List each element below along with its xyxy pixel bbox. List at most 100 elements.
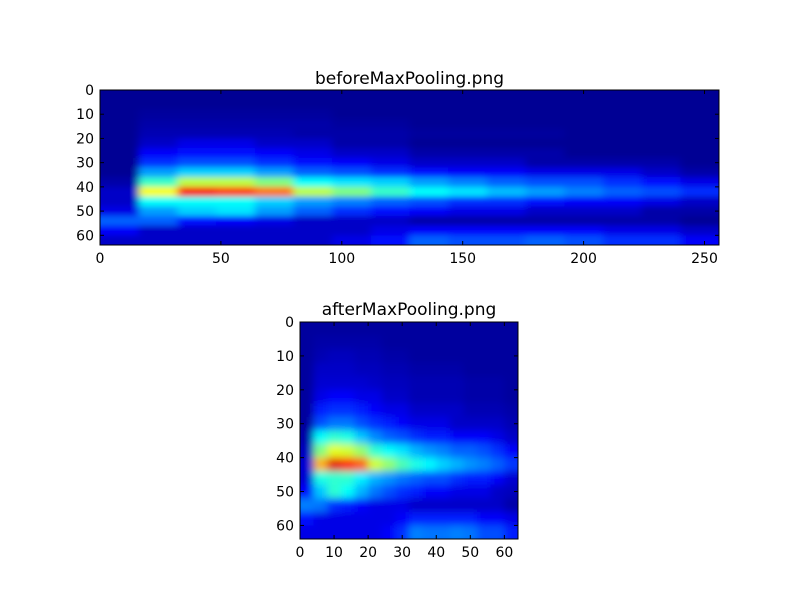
heatmap-cell-r8-c8	[409, 167, 449, 178]
heatmap-cell-r1-c14	[641, 99, 681, 110]
heatmap-cell-r8-c7	[370, 167, 410, 178]
heatmap-cell-r7-c13	[477, 416, 492, 431]
heatmap-cell-r0-c11	[449, 322, 464, 337]
heatmap-cell-r8-c6	[332, 167, 372, 178]
heatmap-cell-r1-c9	[422, 335, 437, 350]
heatmap-cell-r13-c15	[680, 215, 719, 227]
heatmap-cell-r15-c6	[381, 525, 396, 539]
heatmap-cell-r15-c0	[100, 235, 140, 245]
heatmap-cell-r14-c7	[370, 225, 410, 236]
heatmap-cell-r13-c10	[486, 215, 527, 227]
heatmap-cell-r5-c12	[564, 138, 604, 149]
heatmap-cell-r0-c6	[332, 90, 372, 101]
heatmap-cell-r8-c15	[504, 430, 518, 445]
heatmap-cell-r2-c0	[300, 349, 315, 364]
heatmap-cell-r11-c14	[641, 196, 681, 207]
heatmap-cell-r12-c14	[490, 484, 505, 499]
heatmap-cell-r0-c2	[327, 322, 342, 337]
heatmap-cell-r0-c2	[177, 90, 217, 101]
heatmap-cell-r12-c6	[332, 206, 372, 217]
heatmap-cell-r15-c15	[504, 525, 518, 539]
heatmap-cell-r4-c4	[254, 128, 294, 139]
heatmap-cell-r15-c10	[436, 525, 451, 539]
heatmap-cell-r7-c3	[216, 157, 256, 168]
heatmap-cell-r9-c7	[370, 177, 410, 188]
heatmap-cell-r9-c14	[490, 444, 505, 459]
heatmap-cell-r3-c15	[680, 119, 719, 130]
heatmap-cell-r10-c12	[463, 457, 478, 472]
heatmap-cell-r7-c15	[680, 157, 719, 168]
heatmap-cell-r10-c6	[332, 186, 372, 198]
x-tick-label: 50	[212, 251, 230, 267]
heatmap-cell-r4-c3	[216, 128, 256, 139]
heatmap-cell-r14-c13	[477, 511, 492, 526]
heatmap-cell-r8-c15	[680, 167, 719, 178]
heatmap-cell-r14-c10	[486, 225, 527, 236]
heatmap-cell-r0-c7	[370, 90, 410, 101]
heatmap-cell-r8-c2	[327, 430, 342, 445]
heatmap-cell-r2-c9	[422, 349, 437, 364]
axes-frame	[299, 321, 519, 540]
x-tick-label: 250	[691, 251, 718, 267]
heatmap-cell-r4-c6	[381, 376, 396, 391]
heatmap-cell-r12-c13	[477, 484, 492, 499]
heatmap-cell-r14-c3	[340, 511, 355, 526]
y-tick-label: 10	[76, 107, 94, 123]
heatmap-cell-r14-c4	[254, 225, 294, 236]
heatmap-cell-r15-c2	[177, 235, 217, 245]
heatmap-cell-r15-c15	[680, 235, 719, 245]
heatmap-cell-r10-c4	[354, 457, 369, 472]
heatmap-cell-r9-c1	[313, 444, 328, 459]
heatmap-cell-r4-c11	[449, 376, 464, 391]
heatmap-cell-r9-c12	[463, 444, 478, 459]
y-tick-label: 0	[285, 315, 294, 331]
heatmap-cell-r1-c15	[680, 99, 719, 110]
heatmap-cell-r9-c15	[504, 444, 518, 459]
heatmap-cell-r8-c10	[486, 167, 527, 178]
heatmap-cell-r8-c12	[564, 167, 604, 178]
heatmap-cell-r8-c0	[300, 430, 315, 445]
heatmap-cell-r2-c10	[486, 109, 527, 120]
heatmap-cell-r13-c6	[332, 215, 372, 227]
heatmap-cell-r3-c14	[641, 119, 681, 130]
heatmap-cell-r12-c5	[293, 206, 333, 217]
heatmap-cell-r14-c4	[354, 511, 369, 526]
heatmap-cell-r14-c2	[177, 225, 217, 236]
heatmap-cell-r7-c3	[340, 416, 355, 431]
heatmap-cell-r4-c1	[138, 128, 178, 139]
heatmap-cell-r13-c12	[463, 498, 478, 513]
heatmap-cell-r8-c1	[138, 167, 178, 178]
heatmap-cell-r1-c5	[293, 99, 333, 110]
heatmap-cell-r6-c8	[409, 403, 424, 418]
heatmap-cell-r5-c1	[313, 389, 328, 404]
heatmap-cell-r0-c3	[216, 90, 256, 101]
heatmap-cell-r1-c14	[490, 335, 505, 350]
y-tick-label: 40	[276, 451, 294, 467]
heatmap-cell-r1-c3	[216, 99, 256, 110]
heatmap-cell-r9-c3	[216, 177, 256, 188]
heatmap-cell-r9-c6	[332, 177, 372, 188]
heatmap-cell-r1-c2	[327, 335, 342, 350]
heatmap-cell-r4-c2	[177, 128, 217, 139]
heatmap-cell-r6-c7	[395, 403, 410, 418]
heatmap-cell-r10-c8	[409, 186, 449, 198]
heatmap-cell-r9-c14	[641, 177, 681, 188]
heatmap-cell-r10-c13	[477, 457, 492, 472]
heatmap-cell-r8-c11	[525, 167, 565, 178]
heatmap-cell-r11-c0	[100, 196, 140, 207]
heatmap-cell-r6-c12	[463, 403, 478, 418]
heatmap-cell-r11-c11	[449, 471, 464, 486]
heatmap-cell-r2-c14	[490, 349, 505, 364]
heatmap-cell-r2-c7	[395, 349, 410, 364]
heatmap-cell-r7-c2	[327, 416, 342, 431]
heatmap-cell-r9-c10	[436, 444, 451, 459]
heatmap-cell-r7-c5	[293, 157, 333, 168]
heatmap-cell-r7-c6	[332, 157, 372, 168]
heatmap-cell-r15-c9	[422, 525, 437, 539]
heatmap-cell-r6-c2	[327, 403, 342, 418]
x-tick-label: 200	[570, 251, 597, 267]
heatmap-cell-r15-c10	[486, 235, 527, 245]
heatmap-cell-r7-c10	[436, 416, 451, 431]
heatmap-cell-r6-c4	[354, 403, 369, 418]
x-tick-label: 10	[325, 545, 343, 561]
